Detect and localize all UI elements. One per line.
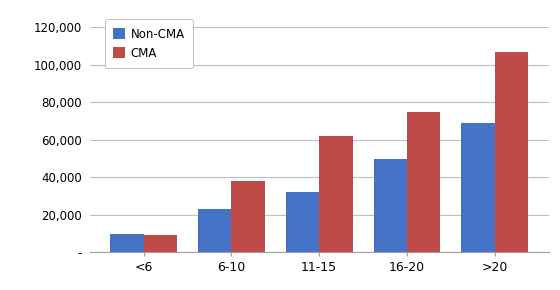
Bar: [374, 159, 407, 252]
Bar: [231, 181, 265, 252]
Bar: [461, 123, 494, 252]
Bar: [494, 52, 528, 252]
Bar: [198, 209, 231, 252]
Legend: Non-CMA, CMA: Non-CMA, CMA: [105, 19, 193, 68]
Bar: [144, 235, 177, 252]
Bar: [407, 112, 440, 252]
Bar: [319, 136, 353, 252]
Bar: [110, 233, 144, 252]
Bar: [286, 192, 319, 252]
